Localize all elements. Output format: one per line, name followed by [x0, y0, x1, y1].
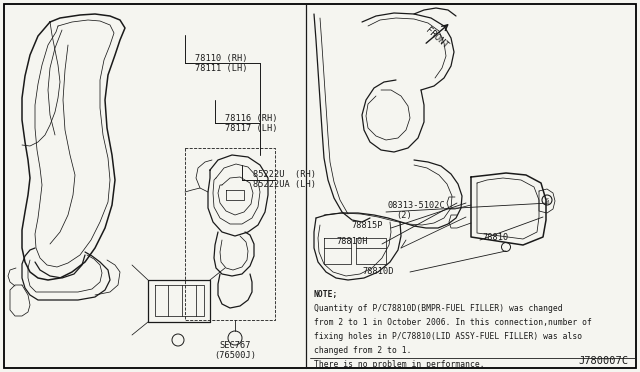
Text: 78810D: 78810D	[362, 267, 394, 276]
Text: 78110 (RH): 78110 (RH)	[195, 54, 248, 62]
Text: J780007C: J780007C	[578, 356, 628, 366]
Text: SEC767: SEC767	[220, 341, 251, 350]
Text: Quantity of P/C78810D(BMPR-FUEL FILLER) was changed: Quantity of P/C78810D(BMPR-FUEL FILLER) …	[314, 304, 563, 313]
Text: 78116 (RH): 78116 (RH)	[225, 113, 278, 122]
Text: There is no problem in performance.: There is no problem in performance.	[314, 360, 484, 369]
Text: FRONT: FRONT	[424, 26, 450, 50]
Text: changed from 2 to 1.: changed from 2 to 1.	[314, 346, 412, 355]
Text: 78111 (LH): 78111 (LH)	[195, 64, 248, 73]
Text: 78815P: 78815P	[351, 221, 383, 230]
Text: 85222UA (LH): 85222UA (LH)	[253, 180, 316, 189]
Text: 78810H: 78810H	[336, 237, 367, 246]
Text: 78810: 78810	[482, 233, 508, 242]
Text: from 2 to 1 in October 2006. In this connection,number of: from 2 to 1 in October 2006. In this con…	[314, 318, 592, 327]
Text: 78117 (LH): 78117 (LH)	[225, 124, 278, 132]
Text: fixing holes in P/C78810(LID ASSY-FUEL FILLER) was also: fixing holes in P/C78810(LID ASSY-FUEL F…	[314, 332, 582, 341]
Text: NOTE;: NOTE;	[314, 290, 339, 299]
Text: (2): (2)	[396, 211, 412, 220]
Text: 08313-5102C: 08313-5102C	[388, 201, 445, 210]
Text: 85222U  (RH): 85222U (RH)	[253, 170, 316, 180]
Text: (76500J): (76500J)	[214, 351, 256, 360]
Text: S: S	[545, 198, 548, 203]
